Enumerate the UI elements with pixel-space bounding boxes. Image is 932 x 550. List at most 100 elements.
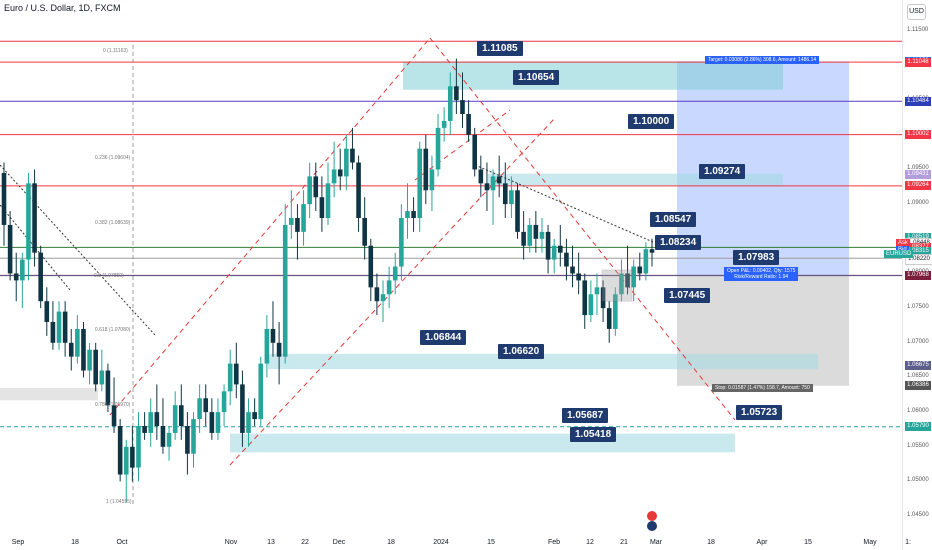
candle-body	[111, 405, 117, 426]
candle-body	[631, 266, 636, 288]
mini-label: Bid	[896, 245, 909, 254]
price-callout: 1.05418	[570, 427, 617, 442]
candle-body	[454, 86, 459, 101]
price-tick: 1.11500	[907, 26, 929, 33]
candle-body	[197, 398, 202, 420]
candle-body	[50, 322, 56, 343]
candle-body	[319, 197, 325, 218]
price-callout: 1.10000	[628, 114, 675, 129]
candle-body	[136, 426, 141, 468]
time-tick: Nov	[224, 539, 238, 546]
time-tick: 2024	[433, 539, 449, 546]
candle-body	[105, 370, 111, 406]
candle-body	[606, 308, 612, 329]
candle-body	[356, 162, 361, 218]
price-tag: 1.08315	[905, 247, 931, 257]
diag-dotted-2	[0, 164, 156, 336]
candle-body	[429, 169, 435, 191]
candle-body	[142, 426, 147, 433]
fib-label: 0 (1.11163)	[103, 48, 128, 54]
candle-body	[307, 176, 312, 205]
candle-body	[447, 86, 453, 121]
time-tick: Oct	[116, 539, 128, 546]
candle-body	[160, 426, 166, 447]
stop-info: Stop: 0.01587 (1.47%) 158.7, Amount: 750	[712, 384, 813, 392]
candle-body	[81, 328, 86, 371]
candle-body	[313, 176, 319, 198]
candle-body	[123, 446, 129, 475]
candle-body	[386, 280, 392, 295]
candle-body	[234, 363, 239, 385]
price-callout: 1.05723	[736, 405, 783, 420]
candle-body	[7, 224, 13, 274]
event-icon	[647, 521, 657, 531]
mini-label: EURUSD	[884, 250, 914, 259]
candle-body	[270, 328, 276, 343]
candle-body	[441, 120, 447, 128]
time-tick: 18	[71, 539, 79, 546]
candle-body	[325, 183, 331, 218]
candle-body	[26, 183, 31, 260]
zone-1-09274	[488, 173, 783, 186]
candle-body	[178, 405, 184, 426]
fib-label: 0.786 (1.05970)	[95, 402, 131, 408]
time-tick: Apr	[756, 539, 768, 546]
time-tick: May	[863, 539, 877, 546]
candle-body	[380, 294, 386, 302]
price-tag: 1.06386	[905, 380, 931, 390]
price-tick: 1.07500	[907, 304, 929, 311]
candle-body	[613, 294, 618, 329]
target-info: Target: 0.03086 (2.86%) 308.6, Amount: 1…	[705, 56, 820, 64]
candle-body	[154, 412, 160, 426]
zone-1-05418	[230, 433, 735, 453]
candle-body	[32, 183, 37, 253]
fib-label: 0.5 (1.07859)	[94, 273, 124, 279]
candle-body	[625, 273, 630, 288]
price-tag: 1.10484	[905, 96, 931, 106]
candle-body	[466, 114, 471, 135]
candle-body	[600, 287, 606, 309]
candle-body	[649, 249, 655, 253]
price-callout: 1.07445	[664, 288, 711, 303]
price-tick: 1.05500	[907, 442, 929, 449]
candle-body	[337, 169, 343, 177]
candle-body	[258, 363, 264, 420]
price-callout: 1.07983	[733, 250, 780, 265]
time-tick: 18	[707, 539, 715, 546]
price-tag: 1.06675	[905, 360, 931, 370]
time-tick: 22	[301, 539, 309, 546]
diag-fall	[429, 37, 736, 421]
time-tick: 12	[586, 539, 594, 546]
candle-body	[289, 218, 294, 225]
currency-button[interactable]: USD	[907, 4, 926, 20]
fib-label: 0.618 (1.07080)	[95, 327, 131, 333]
candle-body	[1, 172, 7, 225]
candle-body	[637, 266, 643, 274]
price-tag: 1.08519	[905, 232, 931, 242]
candle-body	[411, 211, 416, 218]
candle-body	[68, 342, 74, 357]
candle-body	[301, 204, 306, 232]
candle-body	[558, 245, 563, 253]
zone-1-10654	[403, 61, 783, 90]
candle-body	[344, 148, 349, 177]
price-callout: 1.08547	[650, 212, 697, 227]
candle-body	[221, 391, 227, 413]
candle-body	[368, 245, 374, 288]
candle-body	[643, 249, 649, 274]
candle-body	[490, 176, 496, 191]
candle-body	[282, 224, 288, 357]
candle-body	[93, 349, 98, 385]
candle-body	[570, 266, 575, 274]
chart-title: Euro / U.S. Dollar, 1D, FXCM	[4, 3, 121, 13]
candle-body	[191, 419, 196, 454]
time-tick: Dec	[332, 539, 346, 546]
event-icon	[647, 511, 657, 521]
candle-body	[502, 183, 508, 205]
price-tag: 1.07968	[905, 271, 931, 281]
price-tag: 1.10002	[905, 130, 931, 140]
candle-body	[460, 100, 465, 114]
candle-body	[509, 190, 514, 205]
candle-body	[576, 273, 581, 281]
